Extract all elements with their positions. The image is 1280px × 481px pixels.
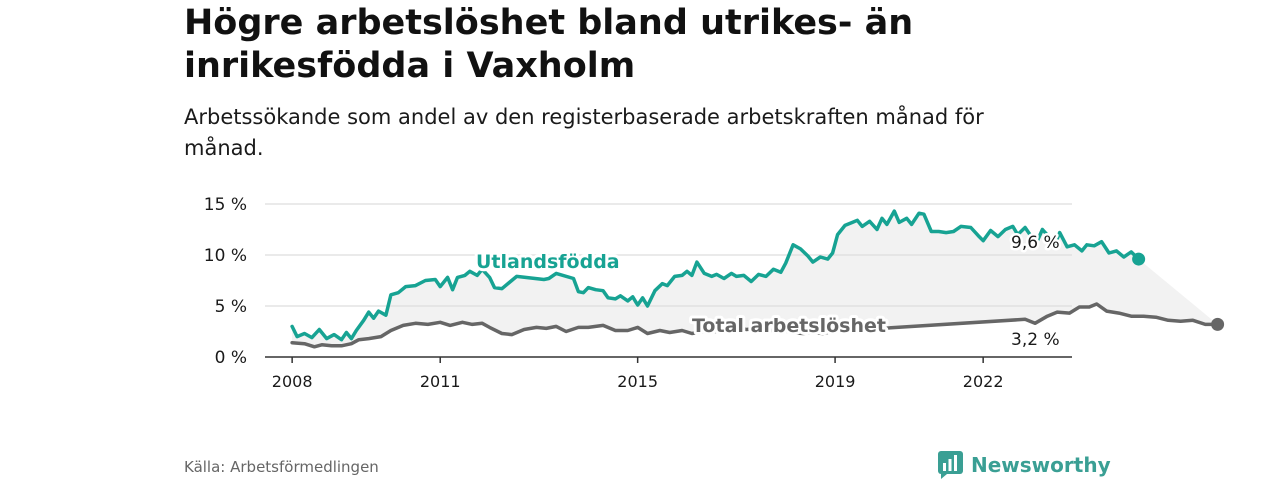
chart-title: Högre arbetslöshet bland utrikes- än inr… — [184, 3, 914, 86]
y-tick-label: 10 % — [204, 246, 247, 266]
series-end-point — [1211, 317, 1225, 331]
y-tick-label: 0 % — [215, 348, 247, 368]
series-lines — [290, 209, 1225, 349]
x-tick-label: 2015 — [617, 372, 658, 391]
brand-name: Newsworthy — [971, 453, 1111, 477]
x-tick-label: 2022 — [963, 372, 1004, 391]
axes: 0 % 5 % 10 % 15 % 2008 2011 2015 2019 2022 — [204, 195, 1072, 391]
series-label-total: Total arbetslöshet — [692, 315, 886, 337]
x-tick-label: 2019 — [815, 372, 856, 391]
series-end-point — [1132, 252, 1146, 266]
source-note: Källa: Arbetsförmedlingen — [184, 458, 379, 476]
y-tick-label: 5 % — [215, 297, 247, 317]
end-value-label-utlandsfodda: 9,6 % — [1011, 233, 1060, 253]
end-value-label-total: 3,2 % — [1011, 330, 1060, 350]
x-tick-label: 2011 — [420, 372, 461, 391]
y-tick-label: 15 % — [204, 195, 247, 215]
newsworthy-chart-icon — [938, 451, 963, 479]
series-label-utlandsfodda: Utlandsfödda — [476, 251, 620, 273]
x-tick-label: 2008 — [272, 372, 313, 391]
series-labels: Utlandsfödda Total arbetslöshet 9,6 % 3,2 % — [473, 231, 1062, 353]
gridlines — [265, 203, 1072, 307]
newsworthy-logo: Newsworthy — [937, 449, 1111, 481]
series-line — [290, 302, 1220, 349]
chart-subtitle: Arbetssökande som andel av den registerb… — [184, 105, 984, 160]
series-line — [290, 209, 1141, 342]
